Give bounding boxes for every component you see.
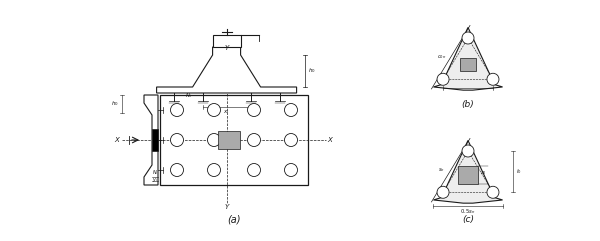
- Circle shape: [170, 134, 184, 147]
- Circle shape: [208, 103, 221, 116]
- Circle shape: [208, 163, 221, 176]
- Circle shape: [248, 103, 260, 116]
- Polygon shape: [157, 47, 296, 93]
- Text: $0.5s_n$: $0.5s_n$: [460, 207, 476, 216]
- Circle shape: [284, 103, 298, 116]
- Circle shape: [437, 73, 449, 85]
- Text: $x_i$: $x_i$: [223, 108, 230, 116]
- Circle shape: [487, 73, 499, 85]
- Circle shape: [208, 134, 221, 147]
- Text: $N_i$: $N_i$: [185, 92, 192, 100]
- Text: Y: Y: [224, 204, 229, 210]
- Circle shape: [170, 163, 184, 176]
- Polygon shape: [433, 27, 503, 90]
- Text: $a_0$: $a_0$: [479, 169, 487, 177]
- Bar: [218, 131, 240, 149]
- Polygon shape: [144, 95, 158, 185]
- Text: (c): (c): [462, 215, 474, 224]
- Circle shape: [248, 134, 260, 147]
- Bar: [152, 129, 158, 151]
- Text: $l_0$: $l_0$: [516, 167, 521, 176]
- Circle shape: [170, 103, 184, 116]
- Circle shape: [487, 186, 499, 198]
- Text: $y_i$: $y_i$: [152, 176, 158, 184]
- Bar: [460, 58, 476, 71]
- Bar: [160, 95, 308, 185]
- Text: $h_0$: $h_0$: [111, 100, 119, 108]
- Polygon shape: [433, 141, 503, 203]
- Bar: [212, 35, 241, 47]
- Circle shape: [284, 134, 298, 147]
- Text: (b): (b): [461, 100, 475, 109]
- Circle shape: [284, 163, 298, 176]
- Text: $c_{0n}$: $c_{0n}$: [437, 53, 446, 61]
- Text: X: X: [115, 137, 119, 143]
- Circle shape: [462, 145, 474, 157]
- Circle shape: [462, 32, 474, 44]
- Text: $h_0$: $h_0$: [308, 67, 316, 75]
- Text: $N_i$: $N_i$: [152, 168, 158, 177]
- Text: Y: Y: [224, 45, 229, 51]
- Text: $s_n$: $s_n$: [438, 166, 445, 174]
- Text: X: X: [328, 137, 332, 143]
- Circle shape: [437, 186, 449, 198]
- Text: (a): (a): [227, 215, 241, 225]
- Bar: [458, 166, 478, 184]
- Circle shape: [248, 163, 260, 176]
